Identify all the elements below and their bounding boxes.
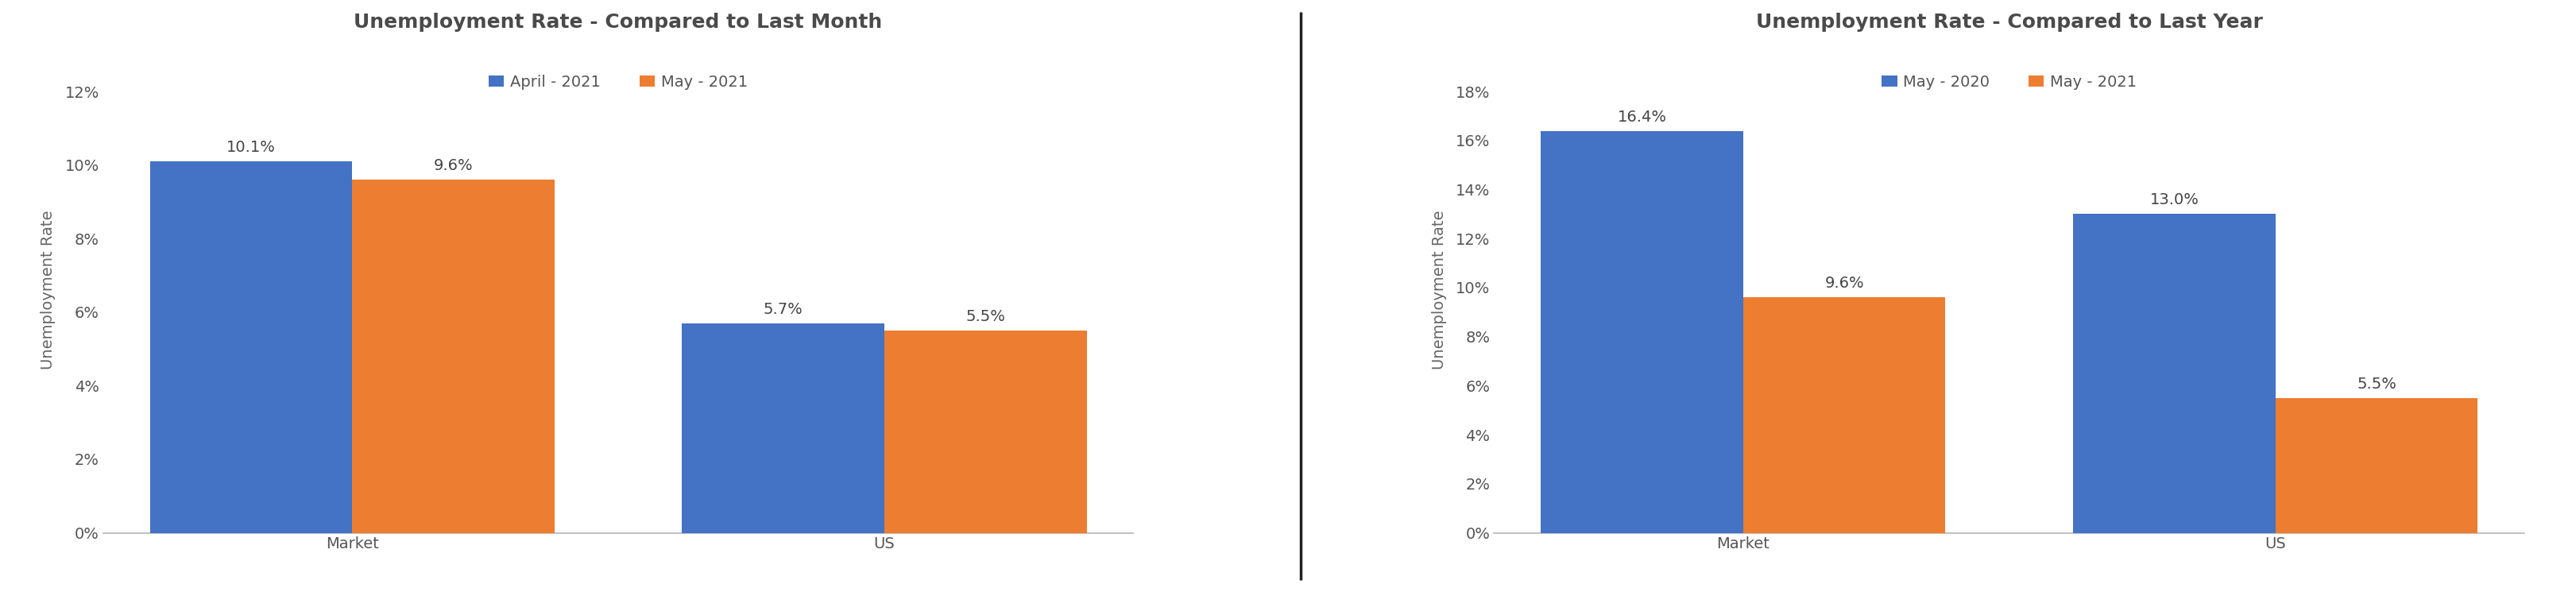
Text: 9.6%: 9.6% <box>1824 276 1865 291</box>
Title: Unemployment Rate - Compared to Last Year: Unemployment Rate - Compared to Last Yea… <box>1757 12 2262 31</box>
Text: 5.7%: 5.7% <box>762 302 804 317</box>
Text: 5.5%: 5.5% <box>966 309 1005 324</box>
Y-axis label: Unemployment Rate: Unemployment Rate <box>1432 210 1448 370</box>
Title: Unemployment Rate - Compared to Last Month: Unemployment Rate - Compared to Last Mon… <box>353 12 884 31</box>
Bar <box>353 180 554 533</box>
Bar <box>683 323 884 533</box>
Text: 5.5%: 5.5% <box>2357 377 2396 392</box>
Text: 13.0%: 13.0% <box>2151 192 2200 208</box>
Bar <box>2275 398 2478 533</box>
Bar <box>1744 297 1945 533</box>
Bar <box>1540 131 1744 533</box>
Text: 9.6%: 9.6% <box>433 158 474 173</box>
Bar <box>2074 214 2275 533</box>
Legend: May - 2020, May - 2021: May - 2020, May - 2021 <box>1880 75 2138 89</box>
Text: 16.4%: 16.4% <box>1618 110 1667 124</box>
Text: 10.1%: 10.1% <box>227 140 276 155</box>
Bar <box>149 162 353 533</box>
Legend: April - 2021, May - 2021: April - 2021, May - 2021 <box>489 75 747 89</box>
Bar <box>884 330 1087 533</box>
Y-axis label: Unemployment Rate: Unemployment Rate <box>41 210 57 370</box>
